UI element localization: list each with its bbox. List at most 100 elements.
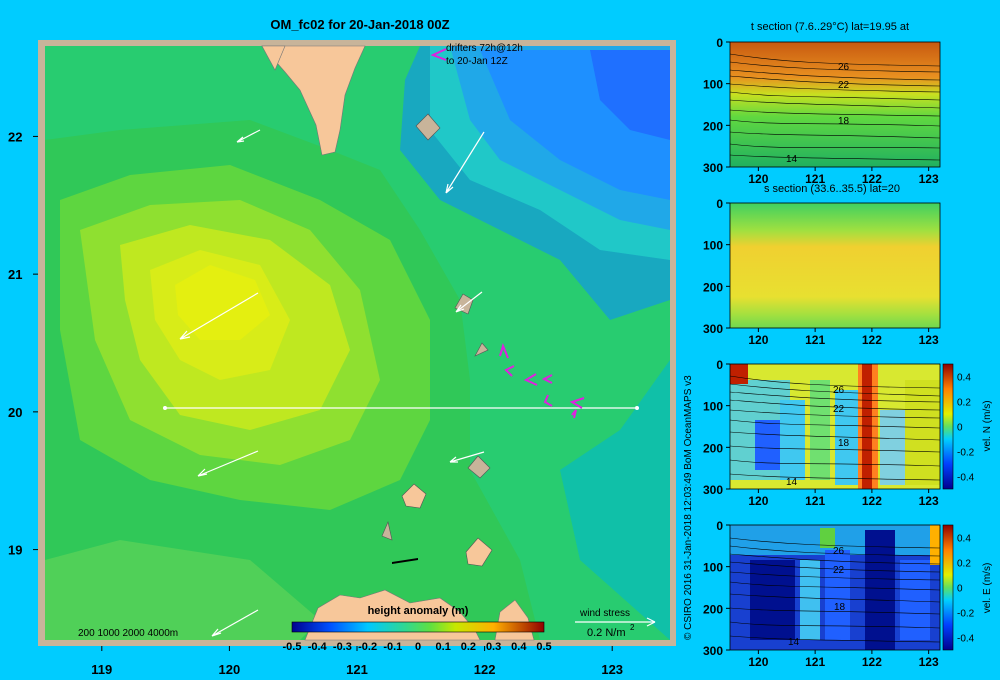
panel-y-tick-label: 300: [703, 483, 723, 497]
panel-colorbar-tick-label: 0: [957, 584, 963, 595]
panel-y-tick-label: 0: [716, 197, 723, 211]
panel-y-tick-label: 100: [703, 400, 723, 414]
drifter-track: [543, 394, 553, 407]
panel-x-tick-label: 123: [919, 172, 939, 186]
panel-n-contour-label: 14: [786, 477, 798, 488]
wind-stress-unit-exponent: 2: [630, 623, 635, 632]
panel-y-tick-label: 300: [703, 644, 723, 658]
panel-x-tick-label: 123: [919, 333, 939, 347]
panel-t-contour-label: 22: [838, 80, 850, 91]
map-title: OM_fc02 for 20-Jan-2018 00Z: [270, 17, 449, 32]
panel-x-tick-label: 121: [805, 655, 825, 669]
wind-arrow: [197, 450, 259, 477]
map-y-axis: 22 21 20 19: [8, 129, 38, 558]
land-islet: [474, 342, 489, 357]
colorbar: [291, 621, 545, 633]
panel-n-contour-label: 18: [838, 438, 850, 449]
panel-s-title: s section (33.6..35.5) lat=20: [764, 183, 900, 195]
panel-x-tick-label: 121: [805, 333, 825, 347]
panel-e-contours: [729, 537, 941, 643]
drifters-label-line1: drifters 72h@12h: [446, 43, 523, 54]
panel-x-tick-label: 123: [919, 655, 939, 669]
panel-t-title: t section (7.6..29°C) lat=19.95 at: [751, 21, 909, 33]
land-islet: [381, 521, 393, 541]
colorbar-tick-label: 0.3: [486, 641, 501, 653]
drifter-track: [541, 374, 553, 384]
drifter-track: [499, 343, 509, 359]
drifter-track: [523, 373, 538, 386]
panel-t-contour-label: 14: [786, 154, 798, 165]
panel-y-tick-label: 200: [703, 119, 723, 133]
wind-arrow: [179, 292, 259, 340]
panel-y-tick-label: 200: [703, 441, 723, 455]
land-calayan-island: [465, 537, 493, 567]
colorbar-tick-label: -0.5: [283, 641, 302, 653]
colorbar-title: height anomaly (m): [368, 605, 469, 617]
panel-e-contour-label: 26: [833, 546, 845, 557]
colorbar-tick-label: -0.3: [333, 641, 352, 653]
panel-e-axes: 120 121 122 123 0 100 200 300: [703, 519, 939, 669]
drifter-track: [569, 397, 585, 409]
panel-x-tick-label: 120: [748, 655, 768, 669]
panel-e-colorbar-label: vel. E (m/s): [982, 563, 993, 614]
panel-x-tick-label: 120: [748, 172, 768, 186]
panel-y-tick-label: 0: [716, 358, 723, 372]
colorbar-tick-label: -0.2: [358, 641, 377, 653]
panel-n-colorbar-label: vel. N (m/s): [982, 400, 993, 451]
colorbar-tick-label: 0.5: [536, 641, 551, 653]
panel-t-contour-label: 18: [838, 116, 850, 127]
panel-y-tick-label: 200: [703, 280, 723, 294]
x-tick-label: 122: [474, 662, 496, 677]
colorbar-tick-label: -0.4: [308, 641, 328, 653]
panel-x-tick-label: 123: [919, 494, 939, 508]
contour-band: [175, 265, 270, 340]
contour-band: [590, 50, 670, 140]
colorbar-tick-label: 0.2: [461, 641, 476, 653]
panel-e-contour-label: 18: [834, 602, 846, 613]
panel-colorbar-tick-label: 0.4: [957, 534, 971, 545]
y-tick-label: 20: [8, 405, 22, 420]
panel-e-colorbar-ticks: 0.4 0.2 0 -0.2 -0.4: [957, 534, 975, 645]
panel-n-axes: 120 121 122 123 0 100 200 300: [703, 358, 939, 508]
panel-x-tick-label: 121: [805, 172, 825, 186]
contour-band: [380, 46, 670, 640]
wind-stress-value: 0.2 N/m: [587, 627, 626, 639]
panel-n-contour-label: 26: [833, 385, 845, 396]
colorbar-tick-label: 0.1: [436, 641, 451, 653]
wind-stress-arrows: [179, 129, 485, 637]
drifter-tracks: [430, 48, 585, 419]
colorbar-tick-label: -0.1: [383, 641, 402, 653]
panel-colorbar-tick-label: -0.2: [957, 448, 975, 459]
panel-s-axes: 120 121 122 123 0 100 200 300: [703, 197, 939, 347]
panel-e-contour-label: 14: [788, 637, 800, 648]
depth-legend: 200 1000 2000 4000m: [78, 628, 178, 639]
panel-colorbar-tick-label: 0.2: [957, 398, 971, 409]
wind-arrow: [211, 609, 259, 637]
panel-y-tick-label: 100: [703, 561, 723, 575]
panel-colorbar-tick-label: -0.2: [957, 609, 975, 620]
land-fuga-island: [392, 558, 418, 564]
panel-colorbar-tick-label: -0.4: [957, 473, 975, 484]
drifter-track: [571, 409, 577, 419]
x-tick-label: 120: [219, 662, 241, 677]
panel-t-section: 26 22 18 14: [729, 41, 941, 168]
land-camiguin-island: [401, 483, 427, 509]
x-tick-label: 123: [601, 662, 623, 677]
panel-e-section: 26 22 18 14: [729, 524, 941, 651]
panel-x-tick-label: 122: [862, 172, 882, 186]
panel-n-contour-label: 22: [833, 404, 845, 415]
colorbar-tick-label: 0: [415, 641, 421, 653]
panel-colorbar-tick-label: 0: [957, 423, 963, 434]
panel-colorbar-tick-label: 0.4: [957, 373, 971, 384]
land-taiwan: [261, 45, 366, 156]
drifter-track: [504, 365, 515, 377]
map-axes: 119 120 121 122 123 22 21 20 19: [8, 129, 623, 677]
panel-t-contours: [729, 53, 941, 161]
panel-s-section: [729, 202, 941, 329]
y-tick-label: 22: [8, 129, 22, 144]
panel-y-tick-label: 0: [716, 519, 723, 533]
y-tick-label: 19: [8, 543, 22, 558]
land-orchid-island: [415, 113, 441, 141]
panel-x-tick-label: 121: [805, 494, 825, 508]
